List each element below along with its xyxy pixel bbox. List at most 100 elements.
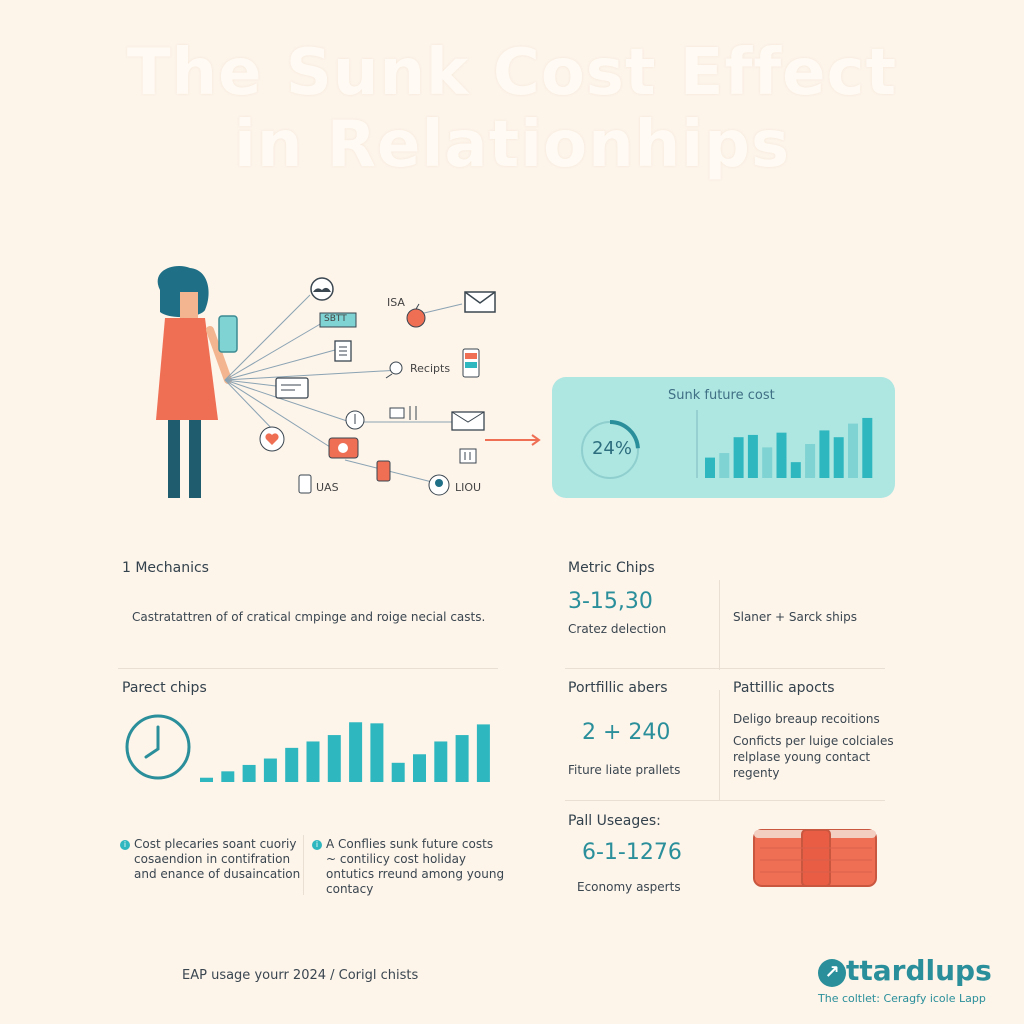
footer-text: EAP usage yourr 2024 / Corigl chists	[182, 968, 419, 983]
percent-gauge	[581, 420, 640, 479]
parect-bar	[349, 722, 363, 782]
brand-logo: ↗ ttardlups	[818, 954, 992, 987]
portfillic-heading: Portfillic abers	[568, 680, 668, 696]
note-left-line-3: and enance of dusaincation	[134, 867, 301, 881]
parect-bar	[221, 771, 235, 782]
card-icon	[275, 377, 309, 399]
panel-bar	[762, 447, 773, 478]
arrow-icon	[485, 434, 541, 446]
tag-icon	[319, 312, 357, 328]
parect-bar	[200, 777, 213, 782]
parect-bar	[306, 741, 320, 782]
phone-icon	[218, 315, 238, 353]
parect-bar	[476, 724, 490, 782]
pall-usages-heading: Pall Useages:	[568, 813, 661, 829]
key-icon	[345, 410, 365, 430]
tools-icon	[389, 406, 417, 420]
note-right-line-2: ~ contilicy cost holiday	[326, 852, 467, 866]
panel-percent: 24%	[591, 438, 632, 459]
pall-usages-number: 6-1-1276	[582, 840, 682, 865]
parect-bar	[285, 747, 299, 782]
portfillic-caption: Fiture liate prallets	[568, 763, 681, 777]
parect-bar-chart	[200, 722, 490, 782]
document-icon	[334, 340, 352, 362]
tablet-icon	[298, 474, 312, 494]
parect-bar	[327, 735, 341, 782]
cloud-icon	[310, 277, 334, 301]
pattillic-line-4: regenty	[733, 766, 780, 780]
cup-icon	[376, 460, 391, 482]
connection-lines	[224, 294, 463, 485]
panel-bar	[719, 453, 730, 478]
parect-bar	[370, 723, 384, 782]
parect-bar	[242, 764, 256, 782]
woman-figure	[156, 266, 238, 498]
mail-icon	[451, 411, 485, 431]
panel-title: Sunk future cost	[668, 388, 775, 403]
note-right-line-1: A Conflies sunk future costs	[326, 837, 494, 851]
envelope-icon	[464, 291, 496, 313]
pattillic-line-1: Deligo breaup recoitions	[733, 712, 880, 726]
network-illustration	[156, 266, 541, 498]
page-title-line-1: The Sunk Cost Effect	[126, 36, 898, 110]
panel-bar	[862, 417, 873, 478]
panel-bar	[805, 444, 816, 478]
logo-icon: ↗	[818, 959, 846, 987]
panel-bar	[833, 437, 844, 478]
panel-bar	[848, 423, 858, 478]
mechanics-text: Castratattren of of cratical cmpinge and…	[132, 610, 486, 624]
panel-bar	[705, 457, 715, 478]
logo-name: ttardlups	[846, 954, 992, 987]
divider	[303, 835, 304, 895]
panel-bar	[790, 462, 801, 478]
bin-icon	[459, 448, 477, 464]
parect-bar	[263, 758, 277, 782]
info-icon: i	[120, 840, 130, 850]
note-left: i Cost plecaries soant cuoriy cosaendion …	[120, 837, 300, 882]
divider	[565, 800, 885, 801]
divider	[565, 668, 885, 669]
parect-bar	[391, 762, 405, 782]
heart-icon	[259, 426, 285, 452]
pattillic-heading: Pattillic apocts	[733, 680, 835, 696]
panel-bar	[733, 437, 744, 478]
panel-bar	[819, 430, 830, 478]
parect-bar	[455, 735, 469, 782]
face-icon	[428, 474, 450, 496]
parect-bar	[413, 754, 426, 782]
label-isa: ISA	[387, 296, 405, 309]
metric-chips-number: 3-15,30	[568, 589, 653, 614]
note-right-line-3: ontutics rreund among young	[326, 867, 505, 881]
metric-chips-side: Slaner + Sarck ships	[733, 610, 857, 624]
label-liou: LIOU	[455, 481, 482, 494]
label-recipts: Recipts	[410, 362, 451, 375]
divider	[719, 690, 720, 800]
clock-icon	[125, 714, 191, 780]
divider	[118, 668, 498, 669]
metric-chips-heading: Metric Chips	[568, 560, 655, 576]
phone-red-icon	[462, 348, 480, 378]
parect-bar	[434, 741, 448, 782]
label-uas: UAS	[316, 481, 339, 494]
apple-icon	[406, 303, 426, 328]
note-left-line-2: cosaendion in contifration	[134, 852, 291, 866]
panel-bar	[747, 434, 758, 478]
page-title-line-2: in Relationhips	[233, 108, 791, 182]
camera-icon	[328, 437, 359, 459]
note-right: i A Conflies sunk future costs ~ contilic…	[312, 837, 504, 897]
parect-chips-heading: Parect chips	[122, 680, 207, 696]
pattillic-line-3: relplase young contact	[733, 750, 871, 764]
pall-usages-caption: Economy asperts	[577, 880, 681, 894]
mechanics-heading: 1 Mechanics	[122, 560, 209, 576]
metric-chips-caption: Cratez delection	[568, 622, 667, 636]
label-sbtt: SBTT	[324, 314, 347, 324]
pattillic-line-2: Conficts per luige colciales	[733, 734, 894, 748]
pin-icon	[385, 361, 403, 379]
panel-bar	[776, 432, 787, 478]
info-icon: i	[312, 840, 322, 850]
wallet-icon	[753, 829, 877, 887]
divider	[719, 580, 720, 670]
portfillic-number: 2 + 240	[582, 720, 671, 745]
logo-tagline: The coltlet: Ceragfy icole Lapp	[818, 992, 986, 1005]
panel-bar-chart	[696, 410, 873, 478]
